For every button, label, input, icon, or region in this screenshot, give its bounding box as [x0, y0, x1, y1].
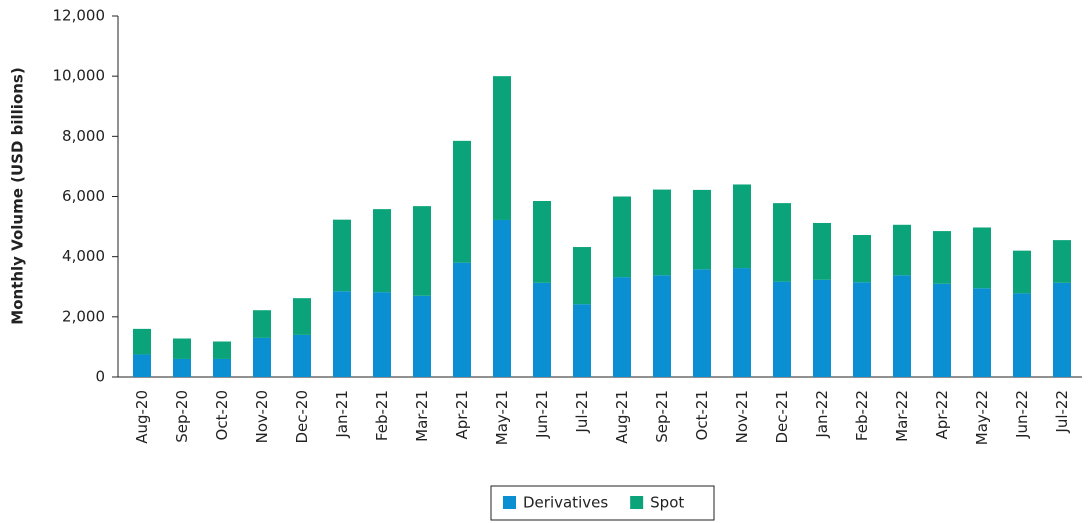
bar-segment — [533, 282, 551, 377]
x-tick-label: Jul-22 — [1053, 390, 1071, 434]
bar-segment — [413, 206, 431, 296]
y-tick-label: 4,000 — [62, 247, 105, 265]
x-tick-label: May-21 — [493, 390, 511, 445]
bar-segment — [373, 292, 391, 377]
bar-segment — [893, 224, 911, 276]
bar-segment — [773, 203, 791, 282]
bar-segment — [1013, 293, 1031, 377]
x-tick-label: Sep-21 — [653, 390, 671, 443]
legend-label: Spot — [650, 494, 684, 512]
x-tick-label: May-22 — [973, 390, 991, 445]
y-tick-label: 10,000 — [53, 67, 106, 85]
bar-segment — [973, 288, 991, 377]
bar-segment — [613, 196, 631, 278]
bar-segment — [213, 358, 231, 377]
bar-segment — [733, 184, 751, 269]
bar-segment — [573, 304, 591, 377]
x-tick-label: Feb-22 — [853, 390, 871, 441]
x-tick-label: Feb-21 — [373, 390, 391, 441]
bar-segment — [1053, 240, 1071, 283]
bar-segment — [893, 275, 911, 377]
bar-segment — [653, 275, 671, 377]
y-tick-label: 0 — [95, 368, 105, 386]
bar-segment — [853, 235, 871, 283]
legend-swatch — [503, 496, 516, 509]
bar-segment — [173, 338, 191, 359]
x-tick-label: Aug-20 — [133, 390, 151, 444]
bar-segment — [1013, 250, 1031, 294]
x-tick-label: Nov-20 — [253, 390, 271, 443]
y-tick-label: 6,000 — [62, 187, 105, 205]
x-tick-label: Mar-22 — [893, 390, 911, 442]
x-tick-label: Dec-21 — [773, 390, 791, 444]
bar-segment — [813, 222, 831, 280]
bar-segment — [1053, 282, 1071, 377]
x-tick-label: Jan-22 — [813, 390, 831, 439]
bar-segment — [813, 279, 831, 377]
bar-segment — [733, 268, 751, 377]
bar-segment — [493, 76, 511, 220]
bar-segment — [253, 310, 271, 338]
x-tick-label: Mar-21 — [413, 390, 431, 442]
y-axis-label: Monthly Volume (USD billions) — [9, 67, 27, 324]
bar-segment — [373, 209, 391, 293]
bar-segment — [933, 283, 951, 377]
legend-label: Derivatives — [523, 494, 608, 512]
bar-segment — [133, 328, 151, 355]
bar-segment — [693, 189, 711, 270]
bar-segment — [653, 189, 671, 276]
bar-segment — [333, 219, 351, 292]
x-tick-label: Sep-20 — [173, 390, 191, 443]
x-tick-label: Jul-21 — [573, 390, 591, 434]
y-tick-label: 2,000 — [62, 307, 105, 325]
bar-segment — [693, 269, 711, 377]
bar-segment — [533, 201, 551, 283]
bar-segment — [173, 358, 191, 377]
legend-swatch — [630, 496, 644, 509]
bar-segment — [333, 291, 351, 377]
x-tick-label: Oct-20 — [213, 390, 231, 440]
bar-segment — [573, 247, 591, 305]
legend-box — [490, 485, 715, 521]
bar-segment — [973, 227, 991, 289]
x-tick-label: Apr-22 — [933, 390, 951, 440]
bar-segment — [133, 354, 151, 377]
x-tick-label: Oct-21 — [693, 390, 711, 440]
bar-segment — [613, 277, 631, 377]
bar-segment — [413, 295, 431, 377]
bar-segment — [253, 337, 271, 377]
x-tick-label: Aug-21 — [613, 390, 631, 444]
bar-segment — [213, 341, 231, 359]
y-tick-label: 12,000 — [53, 7, 106, 25]
x-tick-label: Jan-21 — [333, 390, 351, 439]
bar-segment — [493, 219, 511, 377]
bar-segment — [453, 140, 471, 263]
bar-segment — [773, 281, 791, 377]
bar-segment — [453, 262, 471, 377]
bar-segment — [933, 231, 951, 284]
y-tick-label: 8,000 — [62, 127, 105, 145]
x-tick-label: Apr-21 — [453, 390, 471, 440]
x-tick-label: Dec-20 — [293, 390, 311, 444]
x-tick-label: Jun-21 — [533, 390, 551, 439]
bar-segment — [853, 282, 871, 377]
bar-segment — [293, 334, 311, 377]
x-tick-label: Jun-22 — [1013, 390, 1031, 439]
bar-segment — [293, 298, 311, 335]
x-tick-label: Nov-21 — [733, 390, 751, 443]
